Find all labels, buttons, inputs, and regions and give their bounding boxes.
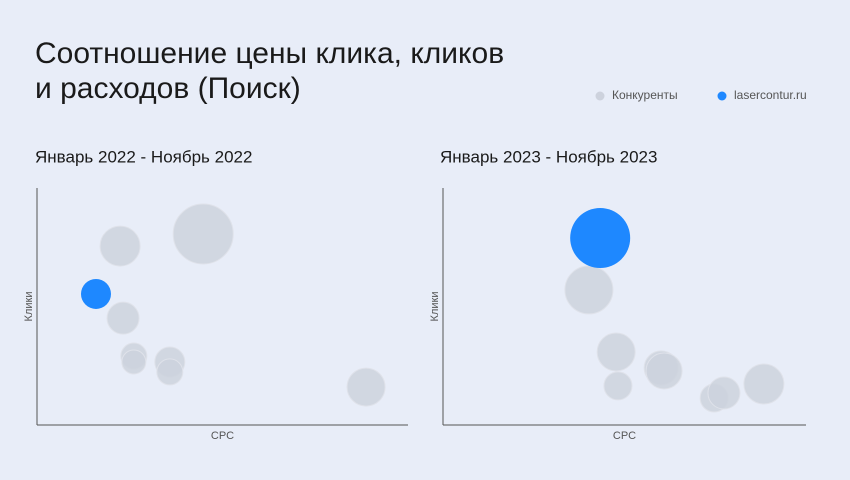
subtitle: Январь 2023 - Ноябрь 2023 — [440, 147, 657, 166]
x-axis-label: CPC — [613, 430, 636, 442]
bubble — [172, 203, 234, 265]
bubble — [121, 349, 147, 375]
bubble — [564, 265, 614, 315]
subtitle: Январь 2022 - Ноябрь 2022 — [35, 147, 252, 166]
y-axis-label: Клики — [429, 292, 441, 322]
legend-label: lasercontur.ru — [734, 88, 807, 102]
bubble — [99, 225, 141, 267]
bubble — [156, 358, 184, 386]
bubble — [707, 376, 741, 410]
bubble — [570, 208, 631, 269]
bubble — [645, 352, 683, 390]
y-axis-label: Клики — [23, 292, 35, 322]
legend-label: Конкуренты — [612, 88, 678, 102]
bubble — [596, 332, 636, 372]
bubble — [106, 301, 140, 335]
bubble — [80, 278, 111, 309]
legend-marker — [717, 91, 727, 101]
title-line: и расходов (Поиск) — [35, 72, 301, 105]
x-axis-label: CPC — [211, 430, 234, 442]
bubble — [346, 367, 386, 407]
bubble — [603, 371, 633, 401]
title-line: Соотношение цены клика, кликов — [35, 37, 504, 70]
bubble — [743, 363, 785, 405]
legend-marker — [595, 91, 605, 101]
